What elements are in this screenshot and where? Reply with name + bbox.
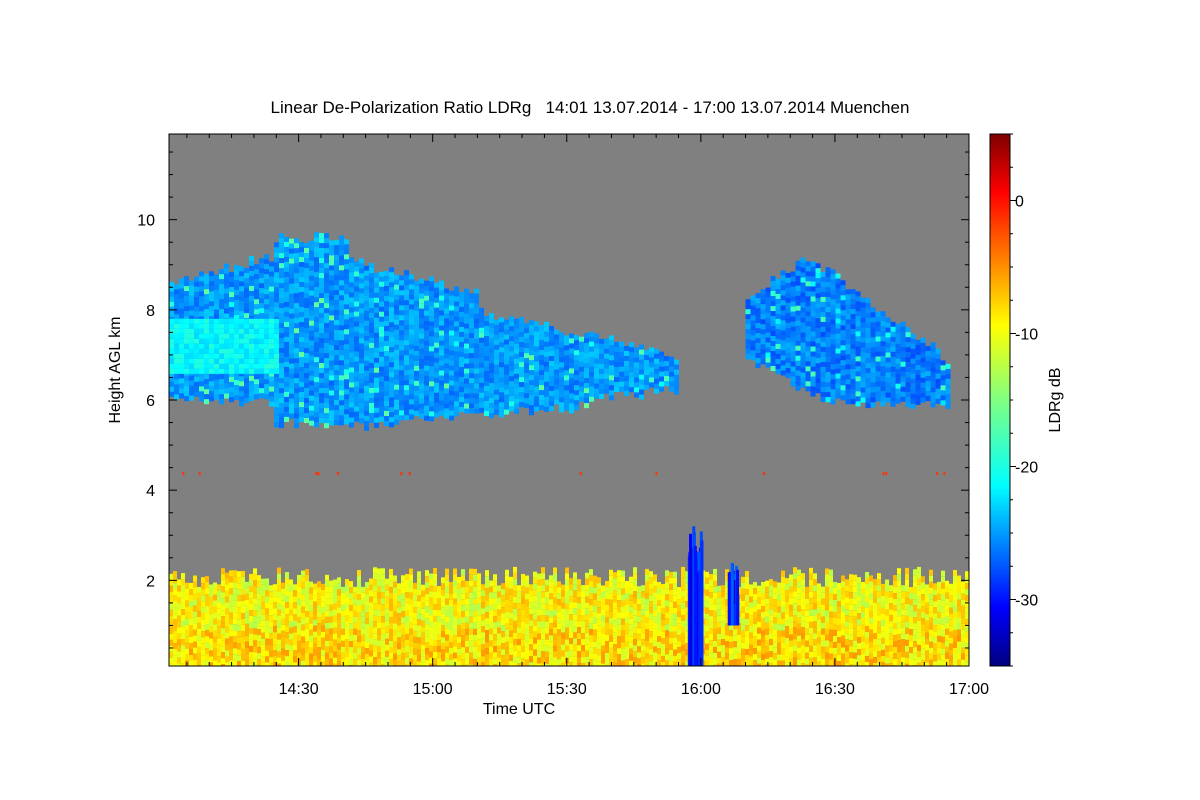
x-tick-label: 15:00 [413, 681, 453, 698]
x-tick-label: 16:00 [681, 681, 721, 698]
colorbar: 0 -10 -20 -30 LDRg dB [989, 133, 1064, 667]
colorbar-tick-label: -10 [1015, 327, 1038, 344]
y-axis-label: Height AGL km [107, 316, 124, 423]
axes: 14:30 15:00 15:30 16:00 16:30 17:00 2 4 6 8 10 Time… [107, 133, 989, 718]
precip-streaks [687, 526, 740, 666]
colorbar-tick-label: -20 [1015, 460, 1038, 477]
x-axis-label: Time UTC [483, 701, 555, 718]
chart-title: Linear De-Polarization Ratio LDRg 14:01 … [270, 98, 910, 117]
y-tick-label: 4 [146, 483, 155, 500]
colorbar-gradient [989, 133, 1011, 667]
x-tick-label: 16:30 [815, 681, 855, 698]
cirrus-cyan-streak [169, 318, 279, 374]
y-tick-label: 10 [137, 213, 155, 230]
y-tick-label: 6 [146, 393, 155, 410]
x-tick-label: 14:30 [279, 681, 319, 698]
colorbar-tick-label: -30 [1015, 593, 1038, 610]
x-tick-label: 15:30 [547, 681, 587, 698]
y-tick-label: 2 [146, 573, 155, 590]
noise-dots [182, 472, 946, 476]
plot-area [169, 134, 969, 666]
colorbar-label: LDRg dB [1047, 368, 1064, 433]
cirrus-layer-2 [745, 257, 951, 409]
boundary-layer [169, 566, 969, 666]
x-tick-label: 17:00 [949, 681, 989, 698]
y-tick-label: 8 [146, 303, 155, 320]
colorbar-tick-label: 0 [1015, 194, 1024, 211]
